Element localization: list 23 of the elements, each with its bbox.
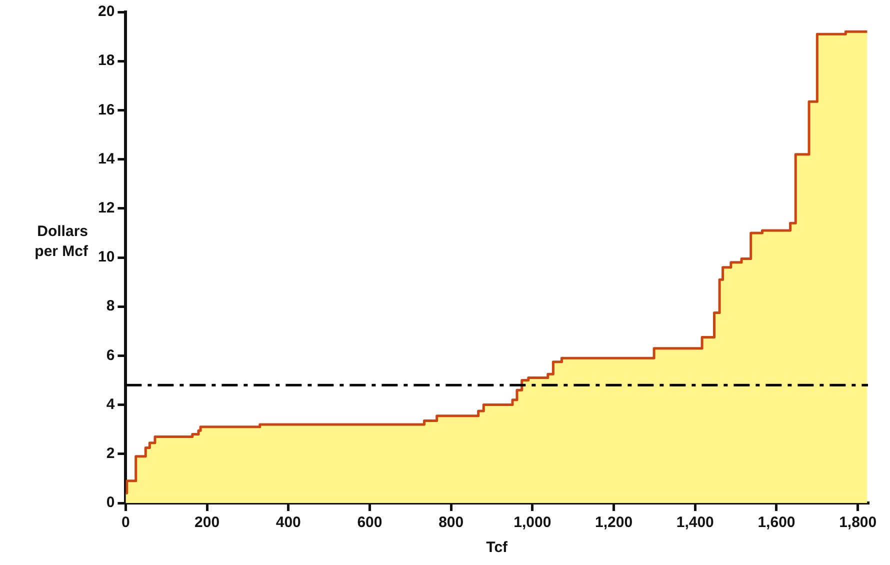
x-tick-label: 1,000	[514, 514, 552, 532]
x-tick-label: 600	[357, 514, 382, 532]
x-axis-title: Tcf	[486, 539, 509, 556]
y-tick-label: 18	[98, 52, 115, 70]
y-tick-label: 14	[98, 150, 116, 168]
y-tick-label: 16	[98, 101, 115, 118]
x-tick-label: 1,600	[758, 514, 796, 532]
y-tick-label: 2	[106, 445, 115, 462]
y-tick-label: 4	[106, 396, 116, 413]
y-tick-label: 20	[98, 3, 115, 20]
x-tick-label: 200	[194, 514, 220, 532]
y-tick-label: 8	[106, 298, 115, 315]
x-tick-label: 1,800	[839, 514, 877, 532]
x-tick-label: 0	[122, 514, 130, 532]
x-tick-label: 1,400	[676, 514, 714, 532]
y-tick-label: 0	[106, 494, 115, 512]
y-tick-label: 10	[98, 248, 115, 266]
x-tick-label: 1,200	[595, 514, 633, 532]
y-tick-label: 6	[106, 346, 115, 364]
y-axis-title: Dollars per Mcf	[34, 222, 88, 262]
x-tick-label: 400	[276, 514, 301, 532]
x-tick-label: 800	[438, 514, 464, 532]
y-tick-label: 12	[98, 200, 115, 217]
